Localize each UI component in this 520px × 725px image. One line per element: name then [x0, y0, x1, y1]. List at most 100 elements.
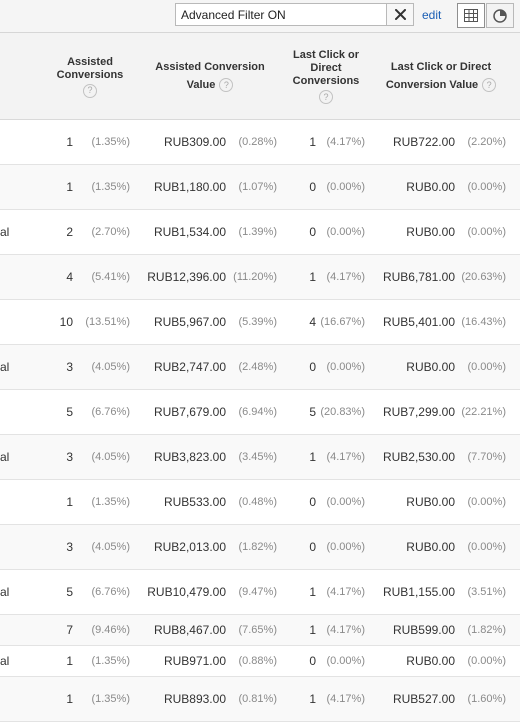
assisted-conversion-value-percent: (1.07%) — [238, 181, 277, 193]
last-click-conversion-value-percent: (0.00%) — [467, 226, 506, 238]
help-icon[interactable]: ? — [83, 83, 97, 98]
assisted-conversion-value-percent: (0.88%) — [238, 655, 277, 667]
pie-chart-icon — [493, 8, 507, 23]
last-click-conversions-percent: (0.00%) — [326, 226, 365, 238]
last-click-conversion-value: RUB6,781.00 — [382, 270, 455, 284]
last-click-conversion-value-percent: (20.63%) — [461, 271, 506, 283]
header-assisted-conversions[interactable]: Assisted Conversions ? — [40, 33, 140, 120]
assisted-conversion-value-percent: (2.48%) — [238, 361, 277, 373]
table-row: al 1 (1.35%) RUB971.00 (0.88%) 0 (0.00%) RUB0.0… — [0, 646, 520, 677]
table-row: 3 (4.05%) RUB2,013.00 (1.82%) 0 (0.00%) RUB0.0… — [0, 525, 520, 570]
assisted-conversions-value: 1 — [66, 135, 73, 149]
help-icon[interactable]: ? — [319, 90, 333, 104]
row-label: al — [0, 585, 10, 599]
assisted-conversion-value: RUB533.00 — [163, 495, 226, 509]
assisted-conversions-value: 5 — [66, 405, 73, 419]
last-click-conversions-percent: (4.17%) — [326, 136, 365, 148]
assisted-conversion-value-percent: (0.81%) — [238, 693, 277, 705]
last-click-conversions-percent: (0.00%) — [326, 541, 365, 553]
last-click-conversion-value-percent: (0.00%) — [467, 541, 506, 553]
table-header: Assisted Conversions ? Assisted Conversi… — [0, 33, 520, 120]
table-row: al 5 (6.76%) RUB10,479.00 (9.47%) 1 (4.17%) RUB… — [0, 570, 520, 615]
last-click-conversion-value: RUB0.00 — [406, 495, 455, 509]
assisted-conversions-percent: (1.35%) — [91, 136, 130, 148]
clear-filter-button[interactable] — [386, 3, 414, 26]
assisted-conversions-percent: (4.05%) — [91, 541, 130, 553]
assisted-conversions-value: 3 — [66, 360, 73, 374]
last-click-conversions-percent: (16.67%) — [320, 316, 365, 328]
assisted-conversion-value: RUB5,967.00 — [153, 315, 226, 329]
assisted-conversion-value-percent: (11.20%) — [233, 271, 277, 283]
last-click-conversion-value-percent: (3.51%) — [467, 586, 506, 598]
row-label: al — [0, 360, 10, 374]
table-row: 4 (5.41%) RUB12,396.00 (11.20%) 1 (4.17%) RUB6… — [0, 255, 520, 300]
assisted-conversions-value: 1 — [66, 654, 73, 668]
last-click-conversions-percent: (4.17%) — [326, 586, 365, 598]
last-click-conversions-value: 5 — [309, 405, 316, 419]
last-click-conversion-value-percent: (1.82%) — [467, 624, 506, 636]
row-label: al — [0, 450, 10, 464]
last-click-conversion-value-percent: (0.00%) — [467, 655, 506, 667]
assisted-conversions-value: 3 — [66, 450, 73, 464]
last-click-conversion-value-percent: (22.21%) — [461, 406, 506, 418]
assisted-conversions-percent: (2.70%) — [91, 226, 130, 238]
assisted-conversion-value: RUB1,534.00 — [153, 225, 226, 239]
assisted-conversions-percent: (1.35%) — [91, 496, 130, 508]
assisted-conversions-percent: (4.05%) — [91, 361, 130, 373]
row-label: al — [0, 225, 10, 239]
assisted-conversions-percent: (4.05%) — [91, 451, 130, 463]
last-click-conversion-value: RUB0.00 — [406, 225, 455, 239]
edit-filter-link[interactable]: edit — [422, 8, 442, 22]
assisted-conversions-value: 5 — [66, 585, 73, 599]
assisted-conversion-value: RUB12,396.00 — [147, 270, 226, 284]
last-click-conversion-value: RUB722.00 — [392, 135, 455, 149]
assisted-conversion-value: RUB7,679.00 — [153, 405, 226, 419]
last-click-conversions-percent: (0.00%) — [326, 655, 365, 667]
assisted-conversions-percent: (6.76%) — [91, 586, 130, 598]
assisted-conversion-value-percent: (7.65%) — [238, 624, 277, 636]
grid-icon — [464, 9, 478, 22]
table-view-button[interactable] — [457, 3, 485, 28]
table-row: al 3 (4.05%) RUB3,823.00 (3.45%) 1 (4.17%) RUB2… — [0, 435, 520, 480]
last-click-conversion-value-percent: (0.00%) — [467, 181, 506, 193]
help-icon[interactable]: ? — [482, 78, 497, 92]
header-last-click-conversions[interactable]: Last Click or Direct Conversions ? — [280, 33, 372, 120]
last-click-conversions-value: 1 — [309, 135, 316, 149]
table-row: 1 (1.35%) RUB309.00 (0.28%) 1 (4.17%) RUB722.0… — [0, 120, 520, 165]
assisted-conversion-value: RUB10,479.00 — [147, 585, 226, 599]
assisted-conversions-percent: (9.46%) — [91, 624, 130, 636]
last-click-conversion-value: RUB5,401.00 — [382, 315, 455, 329]
header-assisted-conversion-value[interactable]: Assisted Conversion Value? — [155, 61, 265, 92]
last-click-conversions-percent: (4.17%) — [326, 624, 365, 636]
assisted-conversion-value-percent: (0.28%) — [238, 136, 277, 148]
assisted-conversions-percent: (13.51%) — [85, 316, 130, 328]
assisted-conversion-value: RUB8,467.00 — [153, 623, 226, 637]
header-last-click-conversion-value[interactable]: Last Click or Direct Conversion Value? — [372, 33, 510, 120]
assisted-conversions-value: 3 — [66, 540, 73, 554]
last-click-conversion-value: RUB599.00 — [392, 623, 455, 637]
last-click-conversion-value-percent: (2.20%) — [467, 136, 506, 148]
advanced-filter-input[interactable] — [175, 3, 386, 26]
last-click-conversions-value: 1 — [309, 270, 316, 284]
assisted-conversions-value: 7 — [66, 623, 73, 637]
assisted-conversions-value: 2 — [66, 225, 73, 239]
last-click-conversion-value-percent: (0.00%) — [467, 496, 506, 508]
last-click-conversion-value: RUB527.00 — [392, 692, 455, 706]
last-click-conversion-value: RUB0.00 — [406, 540, 455, 554]
assisted-conversion-value: RUB3,823.00 — [153, 450, 226, 464]
last-click-conversions-percent: (20.83%) — [320, 406, 365, 418]
last-click-conversions-value: 0 — [309, 360, 316, 374]
assisted-conversion-value-percent: (5.39%) — [238, 316, 277, 328]
help-icon[interactable]: ? — [219, 78, 234, 92]
last-click-conversion-value-percent: (7.70%) — [467, 451, 506, 463]
pie-view-button[interactable] — [486, 3, 514, 28]
last-click-conversion-value-percent: (1.60%) — [467, 693, 506, 705]
last-click-conversions-percent: (0.00%) — [326, 496, 365, 508]
assisted-conversion-value-percent: (1.39%) — [238, 226, 277, 238]
assisted-conversions-value: 1 — [66, 495, 73, 509]
last-click-conversions-value: 1 — [309, 623, 316, 637]
last-click-conversions-value: 0 — [309, 540, 316, 554]
last-click-conversion-value: RUB0.00 — [406, 654, 455, 668]
assisted-conversion-value-percent: (3.45%) — [238, 451, 277, 463]
last-click-conversions-value: 1 — [309, 692, 316, 706]
